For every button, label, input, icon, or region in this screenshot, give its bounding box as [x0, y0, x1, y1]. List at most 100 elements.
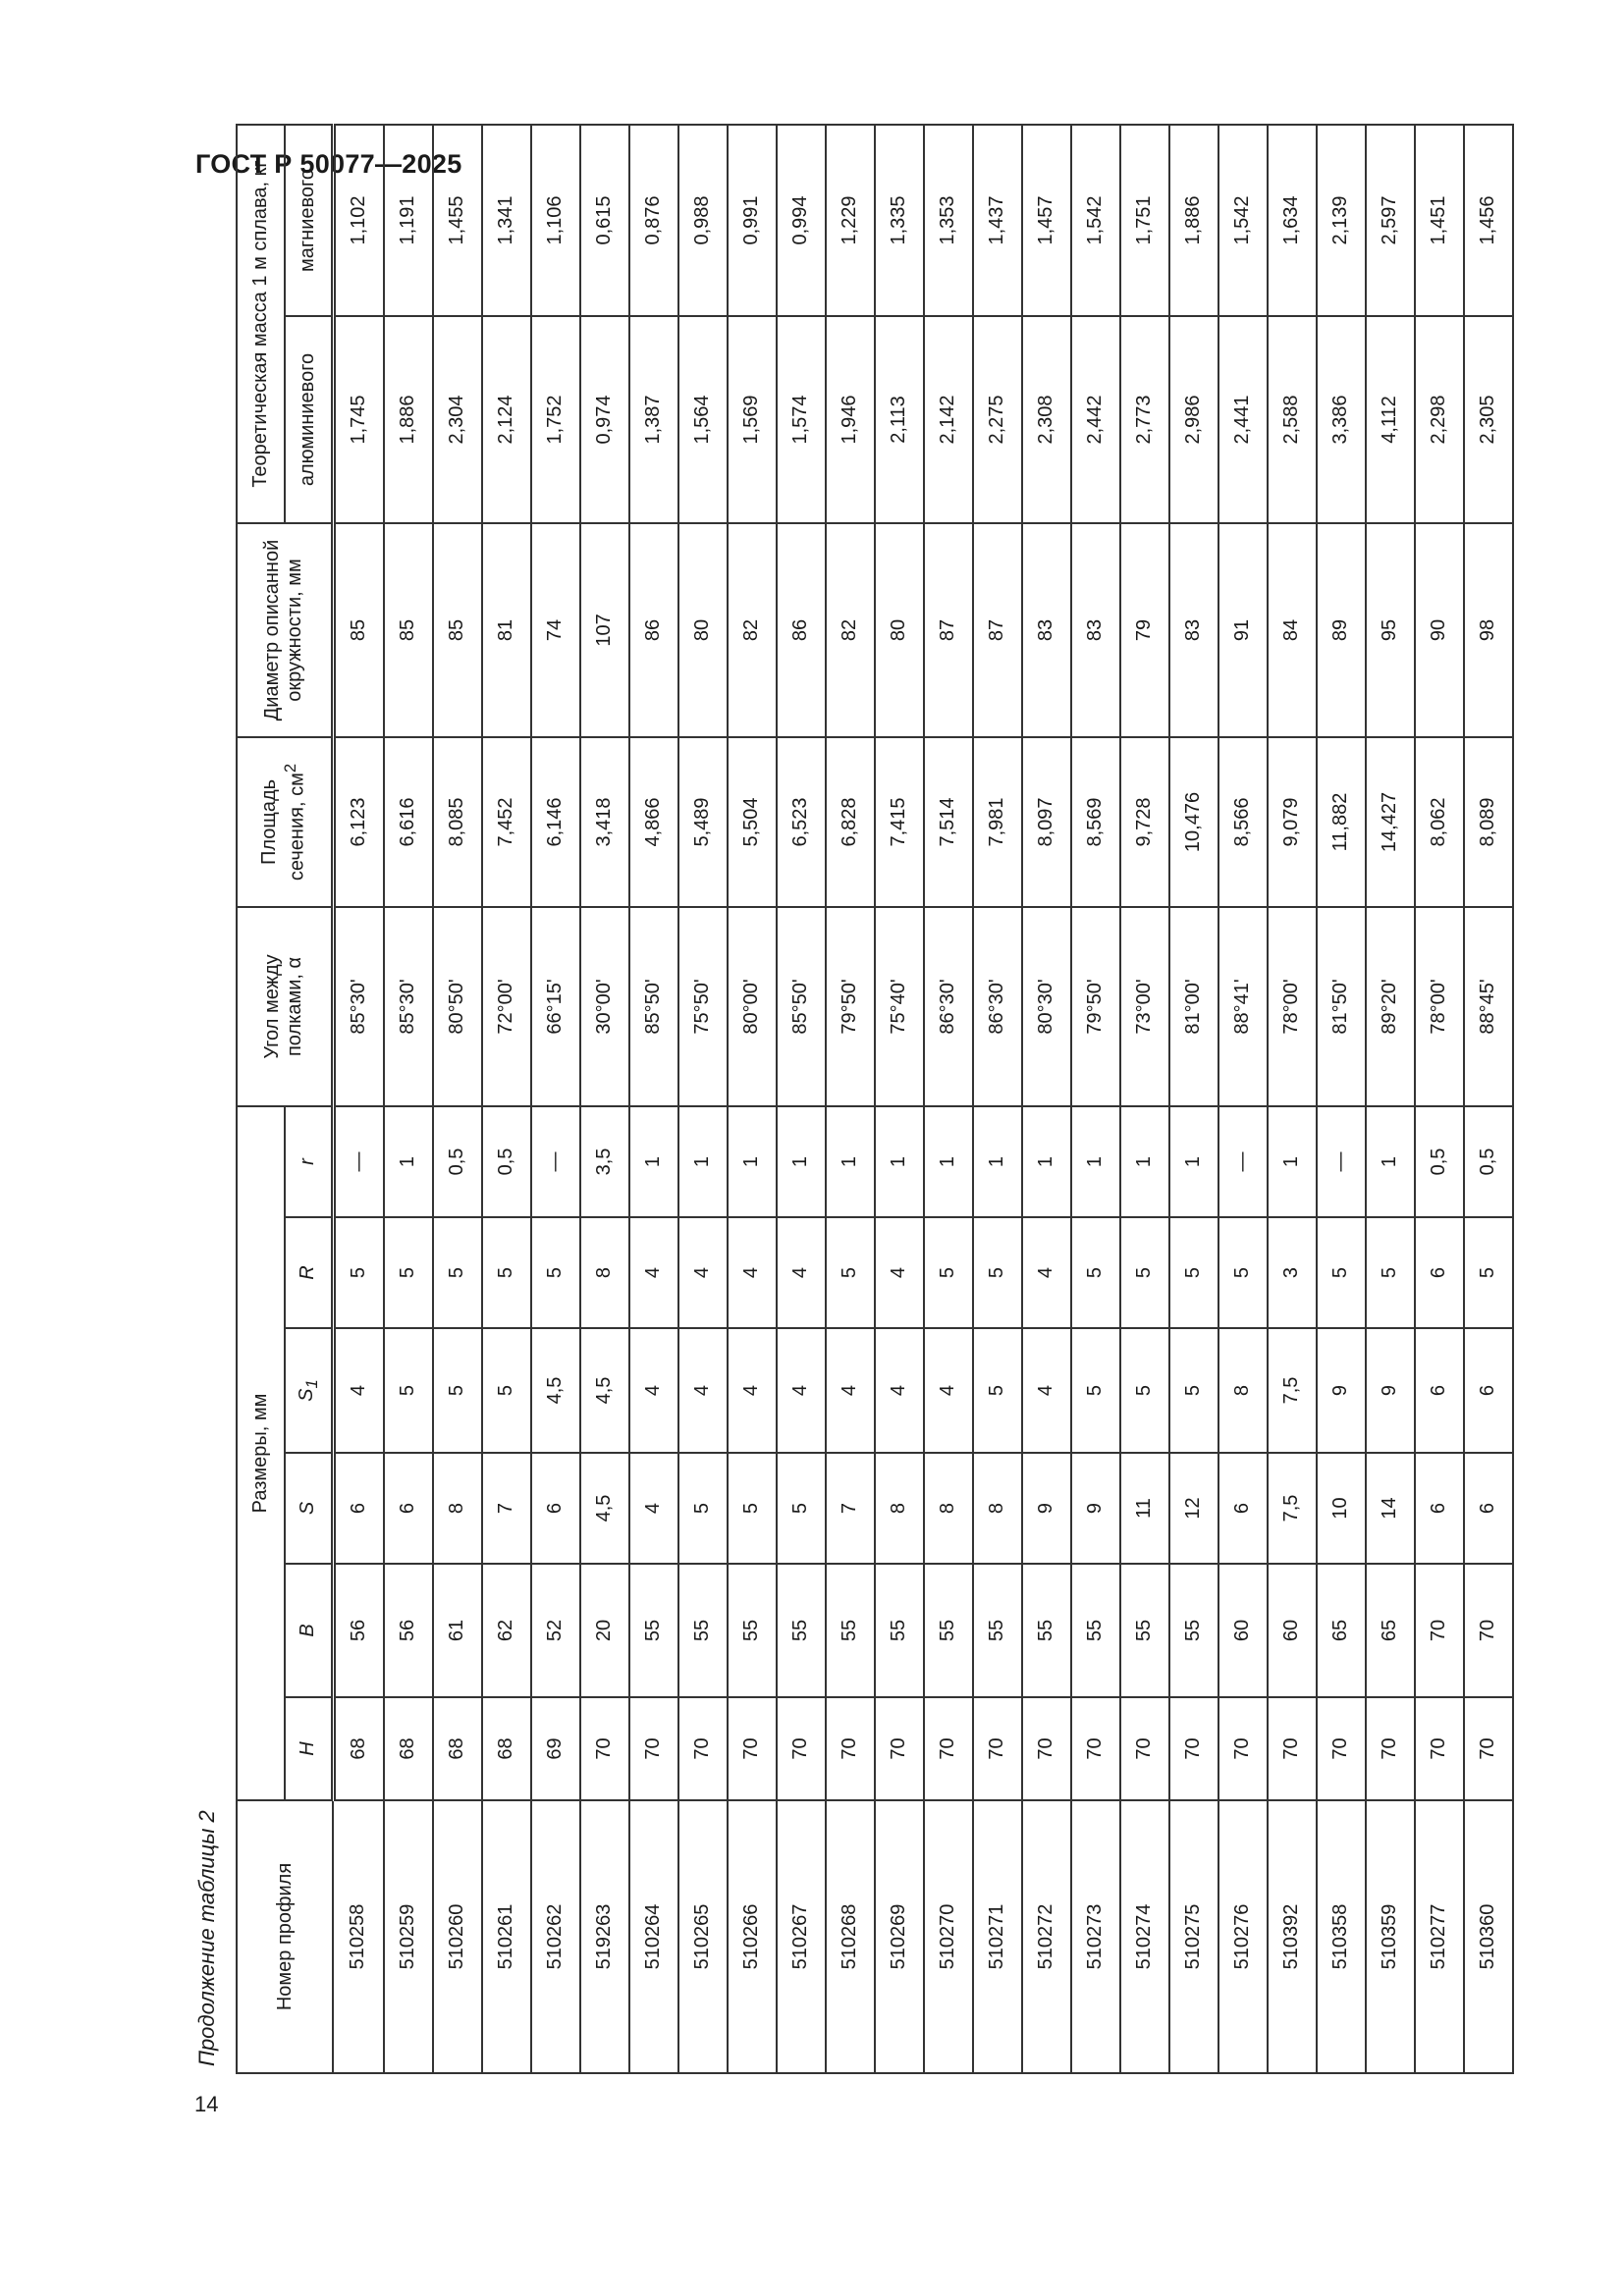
cell-h: 68 [432, 1697, 482, 1800]
cell-diameter: 98 [1463, 522, 1513, 737]
cell-big-r: 5 [1365, 1217, 1415, 1328]
cell-big-r: 5 [1316, 1217, 1366, 1328]
cell-big-r: 5 [825, 1217, 875, 1328]
cell-angle: 66°15' [530, 906, 580, 1106]
cell-big-r: 5 [1168, 1217, 1218, 1328]
cell-small-r: — [333, 1105, 384, 1217]
cell-diameter: 80 [874, 522, 924, 737]
table-row: 510258 68 56 6 4 5—85°30' 6,123 85 1,745 1,102 [333, 124, 384, 2073]
cell-magnesium-mass: 1,455 [432, 124, 482, 316]
cell-b: 65 [1316, 1564, 1366, 1697]
cell-magnesium-mass: 1,542 [1218, 124, 1268, 316]
table-container: Номер профиля Размеры, мм Угол между пол… [236, 124, 1513, 2074]
cell-angle: 75°40' [874, 906, 924, 1106]
cell-angle: 88°45' [1463, 906, 1513, 1106]
cell-angle: 85°30' [383, 906, 433, 1106]
cell-profile-number: 510275 [1168, 1800, 1218, 2073]
cell-area: 7,452 [481, 736, 531, 907]
cell-area: 3,418 [579, 736, 629, 907]
cell-aluminum-mass: 2,442 [1070, 315, 1120, 523]
table-row: 510269 70 55 8 4 4 1 75°40' 7,415 80 2,113 1,335 [874, 124, 924, 2073]
cell-s1: 4 [677, 1328, 728, 1453]
cell-small-r: 3,5 [579, 1105, 629, 1217]
cell-h: 70 [1267, 1697, 1317, 1800]
cell-area: 7,415 [874, 736, 924, 907]
cell-aluminum-mass: 0,974 [579, 315, 629, 523]
cell-area: 8,566 [1218, 736, 1268, 907]
cell-big-r: 5 [1218, 1217, 1268, 1328]
cell-b: 55 [776, 1564, 826, 1697]
cell-small-r: 1 [628, 1105, 678, 1217]
cell-area: 4,866 [628, 736, 678, 907]
cell-diameter: 91 [1218, 522, 1268, 737]
cell-big-r: 4 [776, 1217, 826, 1328]
cell-area: 6,616 [383, 736, 433, 907]
cell-magnesium-mass: 1,353 [923, 124, 973, 316]
cell-big-r: 4 [727, 1217, 777, 1328]
cell-big-r: 5 [972, 1217, 1022, 1328]
cell-profile-number: 510271 [972, 1800, 1022, 2073]
cell-angle: 80°50' [432, 906, 482, 1106]
cell-s: 9 [1021, 1453, 1071, 1564]
cell-magnesium-mass: 0,615 [579, 124, 629, 316]
table-row: 510271 70 55 8 5 5 1 86°30' 7,981 87 2,275 1,437 [972, 124, 1022, 2073]
cell-aluminum-mass: 1,574 [776, 315, 826, 523]
header-r: r [285, 1105, 333, 1217]
cell-magnesium-mass: 0,876 [628, 124, 678, 316]
cell-area: 14,427 [1365, 736, 1415, 907]
cell-b: 20 [579, 1564, 629, 1697]
cell-s: 6 [383, 1453, 433, 1564]
cell-magnesium-mass: 1,229 [825, 124, 875, 316]
cell-h: 70 [972, 1697, 1022, 1800]
cell-big-r: 4 [677, 1217, 728, 1328]
cell-small-r: 1 [383, 1105, 433, 1217]
cell-s: 9 [1070, 1453, 1120, 1564]
cell-small-r: 1 [1119, 1105, 1169, 1217]
cell-aluminum-mass: 2,275 [972, 315, 1022, 523]
cell-profile-number: 510264 [628, 1800, 678, 2073]
cell-profile-number: 510392 [1267, 1800, 1317, 2073]
cell-s: 8 [874, 1453, 924, 1564]
cell-aluminum-mass: 2,773 [1119, 315, 1169, 523]
cell-angle: 79°50' [1070, 906, 1120, 1106]
cell-small-r: 1 [1021, 1105, 1071, 1217]
cell-s: 10 [1316, 1453, 1366, 1564]
cell-diameter: 80 [677, 522, 728, 737]
cell-angle: 81°00' [1168, 906, 1218, 1106]
header-mass: Теоретическая масса 1 м сплава, кг [237, 124, 285, 523]
cell-h: 70 [1119, 1697, 1169, 1800]
cell-s1: 4 [776, 1328, 826, 1453]
cell-diameter: 83 [1070, 522, 1120, 737]
cell-s1: 5 [972, 1328, 1022, 1453]
cell-magnesium-mass: 1,102 [333, 124, 384, 316]
cell-magnesium-mass: 1,634 [1267, 124, 1317, 316]
table-body: 510258 68 56 6 4 5—85°30' 6,123 85 1,745 1,102 510… [333, 124, 1513, 2073]
header-dimensions: Размеры, мм [237, 1105, 285, 1800]
header-S: S [285, 1453, 333, 1564]
header-magnesium: магниевого [285, 124, 333, 316]
cell-diameter: 87 [923, 522, 973, 737]
cell-magnesium-mass: 2,597 [1365, 124, 1415, 316]
cell-big-r: 5 [383, 1217, 433, 1328]
cell-b: 60 [1267, 1564, 1317, 1697]
table-row: 510275 70 55 12 5 5 1 81°00' 10,476 83 2,986 1,886 [1168, 124, 1218, 2073]
cell-small-r: — [1316, 1105, 1366, 1217]
cell-profile-number: 510260 [432, 1800, 482, 2073]
cell-b: 56 [333, 1564, 384, 1697]
cell-b: 55 [1168, 1564, 1218, 1697]
cell-angle: 85°50' [628, 906, 678, 1106]
cell-b: 55 [923, 1564, 973, 1697]
cell-area: 8,062 [1414, 736, 1464, 907]
cell-s1: 5 [1168, 1328, 1218, 1453]
cell-small-r: 1 [923, 1105, 973, 1217]
cell-diameter: 74 [530, 522, 580, 737]
cell-big-r: 4 [874, 1217, 924, 1328]
cell-diameter: 86 [628, 522, 678, 737]
cell-magnesium-mass: 1,451 [1414, 124, 1464, 316]
cell-magnesium-mass: 1,542 [1070, 124, 1120, 316]
cell-diameter: 83 [1021, 522, 1071, 737]
header-profile-number: Номер профиля [237, 1800, 333, 2073]
table-row: 510261 68 62 7 5 5 0,5 72°00' 7,452 81 2,124 1,341 [481, 124, 531, 2073]
cell-profile-number: 510262 [530, 1800, 580, 2073]
cell-aluminum-mass: 2,124 [481, 315, 531, 523]
